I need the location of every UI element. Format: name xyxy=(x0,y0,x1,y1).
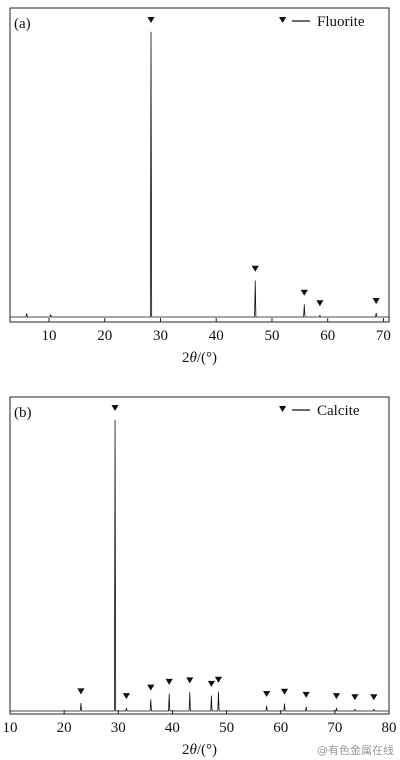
peak-marker xyxy=(316,300,324,307)
peak-marker xyxy=(186,677,194,684)
peak-marker xyxy=(300,289,308,296)
watermark: @有色金属在线 xyxy=(317,743,394,757)
peak-marker xyxy=(302,691,310,698)
peak-marker xyxy=(251,265,259,272)
panel-a: (a) 10 20 30 40 50 60 70 2θ/(°) Fluorite xyxy=(9,7,391,366)
x-tick-label: 30 xyxy=(111,720,126,736)
peak-marker xyxy=(263,691,271,698)
x-tick-label: 50 xyxy=(219,720,234,736)
peak-marker xyxy=(370,694,378,701)
x-tick-label: 10 xyxy=(42,328,57,344)
x-tick-label: 60 xyxy=(273,720,288,736)
peak-marker xyxy=(351,694,359,701)
x-tick-label: 70 xyxy=(327,720,342,736)
x-tick-label: 50 xyxy=(264,328,279,344)
legend: Fluorite xyxy=(279,14,365,30)
peak-marker xyxy=(207,680,216,687)
peak-marker xyxy=(147,684,155,691)
x-tick-label: 10 xyxy=(3,720,18,736)
panel-label: (a) xyxy=(14,16,31,32)
peak-marker xyxy=(332,693,341,700)
x-tick-label: 20 xyxy=(97,328,112,344)
peak-marker xyxy=(372,298,380,305)
x-tick-label: 40 xyxy=(209,328,224,344)
x-tick-label: 40 xyxy=(165,720,180,736)
peak-marker xyxy=(147,17,155,23)
plot-frame xyxy=(9,7,390,323)
peak-marker xyxy=(165,678,173,685)
x-tick-label: 70 xyxy=(376,328,391,344)
legend: Calcite xyxy=(279,403,360,419)
x-tick-label: 60 xyxy=(320,328,335,344)
legend-marker xyxy=(279,17,287,23)
plot-frame xyxy=(9,396,390,715)
legend-label: Calcite xyxy=(317,403,360,419)
peak-marker xyxy=(111,405,119,411)
peak-marker xyxy=(77,688,85,695)
x-tick-label: 30 xyxy=(153,328,168,344)
x-tick-label: 80 xyxy=(382,720,397,736)
x-axis-label: 2θ/(°) xyxy=(182,350,217,366)
panel-b: (b) 10 20 30 40 50 60 70 80 2θ/(°) Calcite xyxy=(3,396,397,758)
legend-marker xyxy=(279,406,287,412)
panel-label: (b) xyxy=(14,405,32,421)
x-tick-label: 20 xyxy=(57,720,72,736)
x-axis-label: 2θ/(°) xyxy=(182,742,217,758)
diffraction-trace xyxy=(10,31,389,318)
peak-marker xyxy=(214,676,223,683)
peak-marker xyxy=(280,688,289,695)
diffraction-trace xyxy=(10,419,389,712)
peak-marker xyxy=(122,693,131,700)
legend-label: Fluorite xyxy=(317,14,365,30)
